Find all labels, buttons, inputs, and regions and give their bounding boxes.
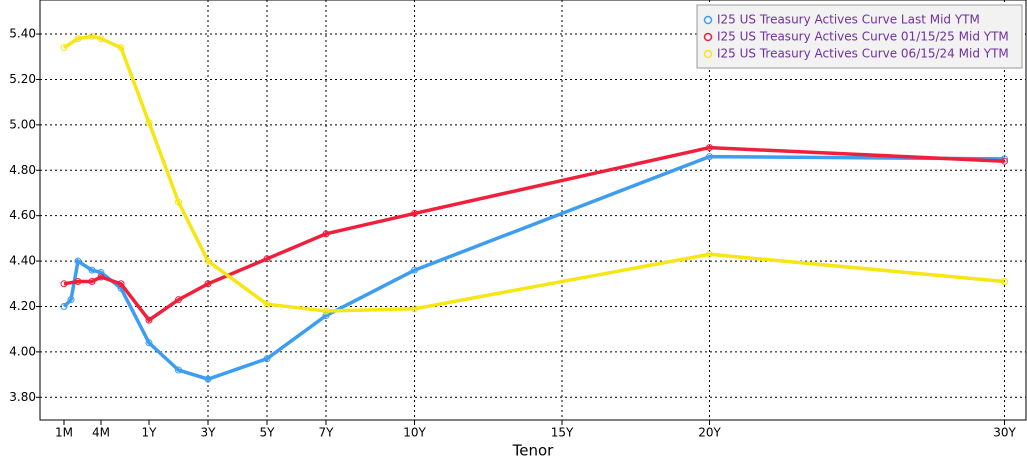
data-point [74, 278, 82, 286]
data-point [263, 300, 271, 308]
y-tick-label: 3.80 [9, 390, 36, 404]
data-point [411, 305, 418, 313]
data-point [706, 153, 713, 161]
legend-marker [703, 15, 713, 25]
data-point [74, 35, 82, 43]
x-tick-label: 1M [55, 426, 73, 440]
y-tick-label: 4.00 [9, 344, 36, 358]
y-tick-label: 4.80 [9, 163, 36, 177]
legend: I25 US Treasury Actives Curve Last Mid Y… [696, 4, 1023, 69]
x-tick-label: 1Y [142, 426, 158, 440]
legend-marker [703, 49, 713, 59]
data-point [1001, 155, 1008, 163]
data-point [97, 35, 105, 43]
data-point [74, 257, 82, 265]
data-point [706, 144, 713, 152]
y-tick-label: 4.20 [9, 299, 36, 313]
series-line [63, 145, 1005, 323]
x-tick-label: 30Y [993, 426, 1016, 440]
data-point [204, 280, 212, 288]
data-point [117, 280, 125, 288]
data-point [88, 266, 96, 274]
data-point [117, 44, 125, 52]
data-point [411, 266, 418, 274]
data-point [60, 302, 68, 310]
y-tick-label: 4.60 [9, 208, 36, 222]
legend-label: I25 US Treasury Actives Curve 06/15/24 M… [717, 47, 1009, 61]
series-line [63, 34, 1005, 313]
legend-box [696, 4, 1023, 69]
y-tick-label: 5.00 [9, 117, 36, 131]
data-point [263, 255, 271, 263]
data-point [175, 296, 182, 304]
data-point [97, 273, 105, 281]
data-point [175, 366, 182, 374]
data-point [322, 230, 330, 238]
x-tick-label: 7Y [319, 426, 335, 440]
x-tick-label: 4M [92, 426, 110, 440]
data-point [411, 209, 418, 217]
y-tick-label: 4.40 [9, 254, 36, 268]
data-point [175, 198, 182, 206]
data-point [706, 250, 713, 258]
y-tick-label: 5.20 [9, 72, 36, 86]
data-point [322, 307, 330, 315]
data-point [145, 119, 153, 127]
legend-marker [703, 32, 713, 42]
plot-frame [39, 0, 1027, 421]
y-tick-label: 5.40 [9, 27, 36, 41]
legend-label: I25 US Treasury Actives Curve Last Mid Y… [717, 13, 980, 27]
x-axis-label: Tenor [512, 442, 555, 460]
x-tick-label: 20Y [698, 426, 721, 440]
x-tick-label: 5Y [260, 426, 276, 440]
legend-label: I25 US Treasury Actives Curve 01/15/25 M… [717, 30, 1009, 44]
data-point [60, 280, 68, 288]
data-point [67, 296, 75, 304]
data-point [145, 316, 153, 324]
data-point [88, 32, 96, 40]
data-point [1001, 278, 1008, 286]
data-point [204, 375, 212, 383]
data-point [88, 278, 96, 286]
data-point [145, 339, 153, 347]
x-tick-label: 10Y [403, 426, 426, 440]
x-tick-label: 15Y [551, 426, 574, 440]
data-point [204, 257, 212, 265]
data-point [263, 355, 271, 363]
x-tick-label: 3Y [201, 426, 217, 440]
data-point [1001, 157, 1008, 165]
data-point [60, 44, 68, 52]
